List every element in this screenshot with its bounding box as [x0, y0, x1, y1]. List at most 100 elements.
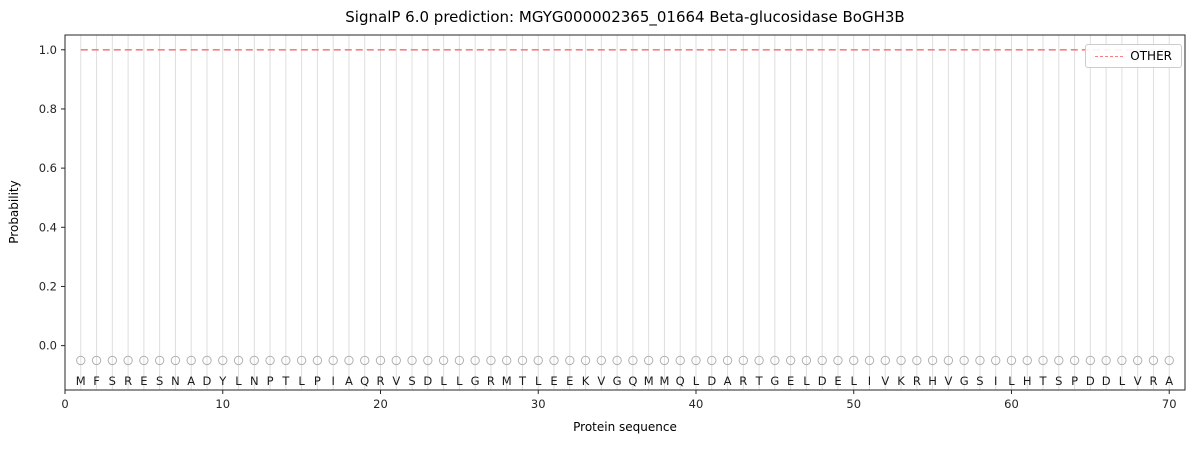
- residue-letter: E: [140, 374, 147, 388]
- residue-letter: D: [1086, 374, 1095, 388]
- residue-marker: [580, 355, 591, 366]
- residue-letter: S: [976, 374, 983, 388]
- residue-marker: [202, 355, 212, 366]
- residue-marker: [770, 355, 780, 366]
- y-tick-label: 0.2: [39, 279, 57, 293]
- residue-marker: [659, 355, 670, 366]
- residue-marker: [991, 355, 1001, 366]
- residue-letter: R: [913, 374, 921, 388]
- residue-marker: [1054, 355, 1064, 366]
- residue-letter: E: [550, 374, 557, 388]
- y-axis-label: Probability: [7, 180, 21, 244]
- residue-marker: [1164, 355, 1174, 366]
- residue-marker: [312, 355, 323, 366]
- residue-letter: L: [803, 374, 810, 388]
- x-tick-label: 50: [846, 397, 861, 411]
- residue-marker: [486, 355, 496, 366]
- legend-entry-other: OTHER: [1130, 49, 1172, 63]
- residue-letter: A: [1165, 374, 1173, 388]
- residue-letter: F: [93, 374, 100, 388]
- residue-letter: E: [566, 374, 573, 388]
- residue-letter: H: [928, 374, 937, 388]
- residue-marker: [896, 355, 906, 366]
- residue-letter: G: [960, 374, 969, 388]
- residue-letter: R: [124, 374, 132, 388]
- residue-letter: V: [944, 374, 952, 388]
- gridlines: [80, 35, 1170, 390]
- residue-marker: [454, 355, 465, 366]
- residue-letter: R: [487, 374, 495, 388]
- x-tick-label: 10: [215, 397, 230, 411]
- residue-marker: [596, 355, 607, 366]
- residue-letter: Q: [676, 374, 685, 388]
- residue-letter: V: [881, 374, 889, 388]
- residue-letter: G: [471, 374, 480, 388]
- residue-letter: K: [897, 374, 905, 388]
- residue-marker: [817, 355, 827, 366]
- residue-marker: [785, 355, 796, 366]
- residue-marker: [864, 355, 875, 366]
- residue-marker: [1085, 355, 1096, 366]
- residue-marker: [549, 355, 559, 366]
- residue-letter: D: [1102, 374, 1111, 388]
- residue-marker: [565, 355, 575, 366]
- residue-marker: [612, 355, 622, 366]
- residue-marker: [249, 355, 259, 366]
- residue-letter: K: [582, 374, 590, 388]
- residue-letter: N: [250, 374, 259, 388]
- x-tick-label: 20: [373, 397, 388, 411]
- residue-letter: L: [1008, 374, 1015, 388]
- y-tick-label: 1.0: [39, 43, 57, 57]
- residue-letter: L: [298, 374, 305, 388]
- residue-letter: E: [787, 374, 794, 388]
- x-tick-label: 70: [1162, 397, 1177, 411]
- legend: OTHER: [1085, 44, 1182, 68]
- residue-letter: L: [235, 374, 242, 388]
- residue-letter: A: [345, 374, 353, 388]
- residue-letter: T: [281, 374, 290, 388]
- residue-marker: [344, 355, 354, 366]
- residue-marker: [328, 355, 338, 366]
- residue-marker: [517, 355, 528, 366]
- residue-marker: [265, 355, 275, 366]
- residue-letter: S: [109, 374, 116, 388]
- residue-letter: E: [834, 374, 841, 388]
- residue-marker: [1038, 355, 1048, 366]
- residue-marker: [533, 355, 543, 366]
- residue-marker: [959, 355, 969, 366]
- residue-letter: M: [502, 374, 512, 388]
- residue-letter: L: [1119, 374, 1126, 388]
- chart-title: SignalP 6.0 prediction: MGYG000002365_01…: [345, 8, 905, 26]
- residue-letter: S: [1055, 374, 1062, 388]
- residue-marker: [849, 355, 859, 366]
- residue-marker: [139, 355, 149, 366]
- residue-letter: S: [408, 374, 415, 388]
- residue-letter: I: [868, 374, 871, 388]
- residue-letter: L: [693, 374, 700, 388]
- residue-letter: D: [818, 374, 827, 388]
- x-tick-label: 40: [689, 397, 704, 411]
- residue-marker: [722, 355, 733, 366]
- residue-marker: [233, 355, 244, 366]
- residue-marker: [91, 355, 102, 366]
- residue-letter: T: [755, 374, 764, 388]
- residue-marker: [833, 355, 843, 366]
- residue-marker: [391, 355, 401, 366]
- residue-marker: [643, 355, 654, 366]
- y-tick-label: 0.0: [39, 339, 57, 353]
- residue-letter: P: [1071, 374, 1078, 388]
- x-axis-label: Protein sequence: [573, 420, 677, 434]
- residue-letter: V: [597, 374, 605, 388]
- residue-letter: M: [659, 374, 669, 388]
- residue-marker: [754, 355, 764, 366]
- y-tick-label: 0.8: [39, 102, 57, 116]
- residue-marker: [218, 355, 228, 366]
- residue-letter: G: [613, 374, 622, 388]
- residue-marker: [186, 355, 196, 366]
- residue-letter: M: [76, 374, 86, 388]
- residue-letter: L: [456, 374, 463, 388]
- residue-marker: [738, 355, 749, 366]
- residue-letter: T: [1039, 374, 1048, 388]
